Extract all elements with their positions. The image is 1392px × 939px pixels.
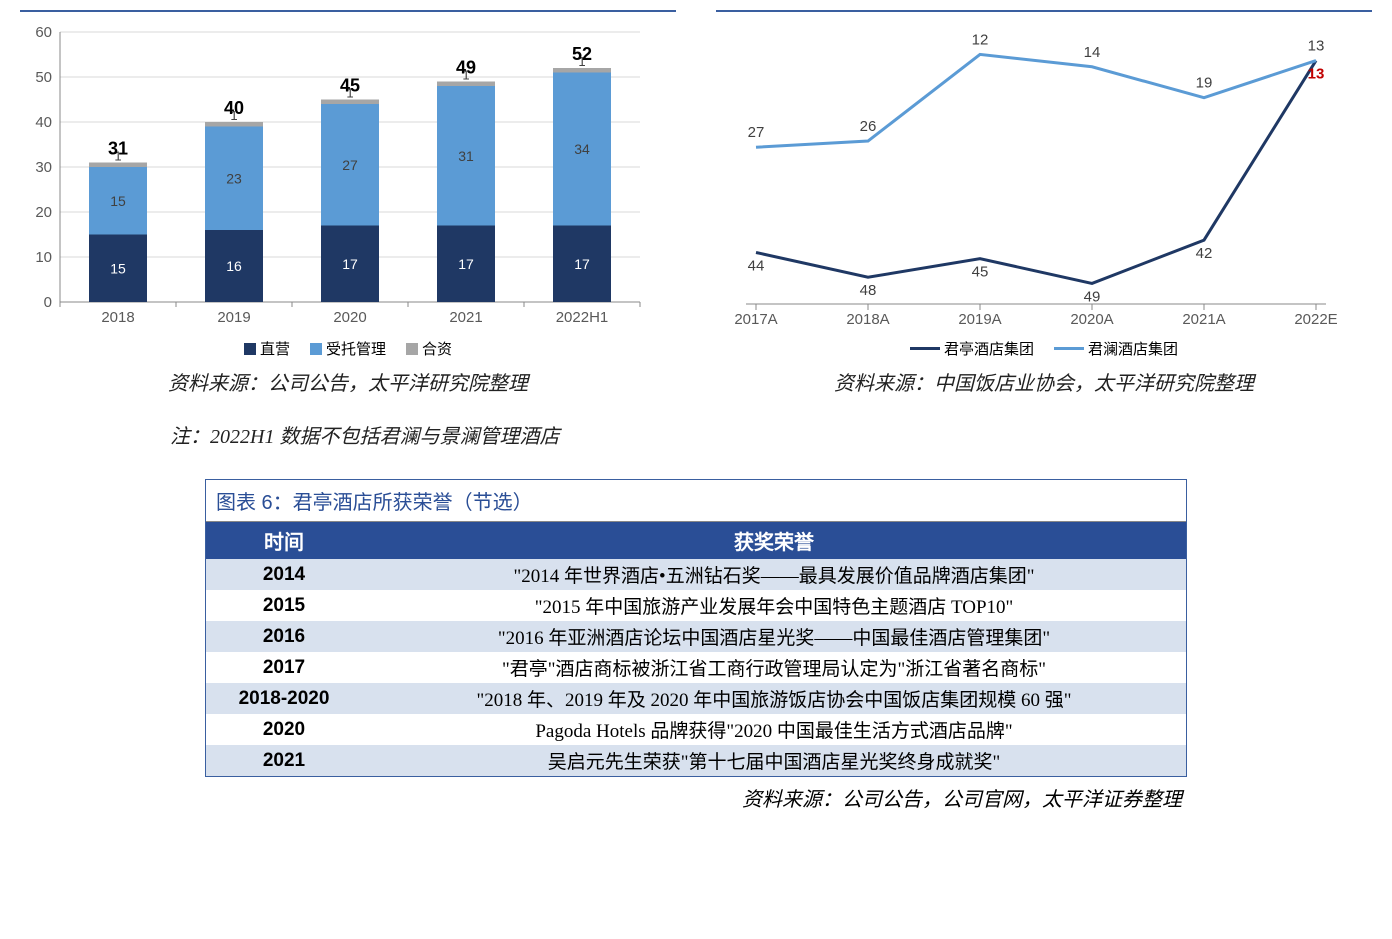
top-charts-row: 0102030405060201815151312019162314020201… bbox=[10, 10, 1382, 400]
svg-text:45: 45 bbox=[972, 264, 989, 281]
table-row: 2018-2020"2018 年、2019 年及 2020 年中国旅游饭店协会中… bbox=[206, 683, 1186, 714]
line-chart-legend: 君亭酒店集团君澜酒店集团 bbox=[716, 338, 1372, 359]
line-chart-container: 2017A 2018A 2019A 2020A 2021A 2022E 44 48 45 49 42… bbox=[716, 10, 1372, 400]
svg-text:2021: 2021 bbox=[449, 309, 482, 326]
svg-text:17: 17 bbox=[574, 256, 590, 272]
table-row: 2014"2014 年世界酒店•五洲钻石奖——最具发展价值品牌酒店集团" bbox=[206, 559, 1186, 590]
line-chart-source: 资料来源：中国饭店业协会，太平洋研究院整理 bbox=[716, 367, 1372, 396]
table-row: 2015"2015 年中国旅游产业发展年会中国特色主题酒店 TOP10" bbox=[206, 590, 1186, 621]
honors-award: "君亭"酒店商标被浙江省工商行政管理局认定为"浙江省著名商标" bbox=[362, 652, 1186, 683]
svg-text:2018: 2018 bbox=[101, 309, 134, 326]
honors-table-container: 图表 6：君亭酒店所获荣誉（节选） 时间 获奖荣誉 2014"2014 年世界酒… bbox=[205, 479, 1187, 777]
svg-text:44: 44 bbox=[748, 257, 765, 274]
honors-year: 2018-2020 bbox=[206, 683, 362, 714]
honors-table-title: 图表 6：君亭酒店所获荣誉（节选） bbox=[206, 480, 1186, 522]
svg-text:2020A: 2020A bbox=[1070, 311, 1113, 328]
svg-text:13: 13 bbox=[1308, 66, 1325, 83]
honors-award: 吴启元先生荣获"第十七届中国酒店星光奖终身成就奖" bbox=[362, 745, 1186, 776]
bar-chart-container: 0102030405060201815151312019162314020201… bbox=[20, 10, 676, 400]
svg-text:2018A: 2018A bbox=[846, 311, 889, 328]
svg-text:48: 48 bbox=[860, 282, 877, 299]
svg-text:16: 16 bbox=[226, 258, 242, 274]
svg-text:60: 60 bbox=[35, 24, 52, 41]
bar-chart-legend: 直营受托管理合资 bbox=[20, 338, 676, 359]
svg-text:27: 27 bbox=[342, 157, 358, 173]
legend-item: 直营 bbox=[244, 338, 290, 359]
svg-text:52: 52 bbox=[572, 44, 592, 64]
honors-award: "2015 年中国旅游产业发展年会中国特色主题酒店 TOP10" bbox=[362, 590, 1186, 621]
svg-text:14: 14 bbox=[1084, 44, 1101, 61]
legend-item: 受托管理 bbox=[310, 338, 386, 359]
svg-text:12: 12 bbox=[972, 31, 989, 48]
svg-text:31: 31 bbox=[108, 139, 128, 159]
line-chart-svg: 2017A 2018A 2019A 2020A 2021A 2022E 44 48 45 49 42… bbox=[716, 12, 1356, 332]
table-row: 2020Pagoda Hotels 品牌获得"2020 中国最佳生活方式酒店品牌… bbox=[206, 714, 1186, 745]
bar-chart-source: 资料来源：公司公告，太平洋研究院整理 bbox=[20, 367, 676, 396]
svg-text:49: 49 bbox=[456, 58, 476, 78]
honors-award: Pagoda Hotels 品牌获得"2020 中国最佳生活方式酒店品牌" bbox=[362, 714, 1186, 745]
honors-year: 2021 bbox=[206, 745, 362, 776]
bar-chart-note: 注：2022H1 数据不包括君澜与景澜管理酒店 bbox=[10, 420, 1382, 449]
svg-text:13: 13 bbox=[1308, 38, 1325, 55]
svg-text:31: 31 bbox=[458, 148, 474, 164]
svg-text:15: 15 bbox=[110, 260, 126, 276]
svg-text:27: 27 bbox=[748, 124, 765, 141]
svg-text:10: 10 bbox=[35, 249, 52, 266]
svg-text:17: 17 bbox=[458, 256, 474, 272]
honors-award: "2016 年亚洲酒店论坛中国酒店星光奖——中国最佳酒店管理集团" bbox=[362, 621, 1186, 652]
svg-text:45: 45 bbox=[340, 76, 360, 96]
svg-text:0: 0 bbox=[44, 294, 52, 311]
svg-text:2017A: 2017A bbox=[734, 311, 777, 328]
honors-award: "2014 年世界酒店•五洲钻石奖——最具发展价值品牌酒店集团" bbox=[362, 559, 1186, 590]
honors-year: 2016 bbox=[206, 621, 362, 652]
svg-text:42: 42 bbox=[1196, 245, 1213, 262]
legend-item: 合资 bbox=[406, 338, 452, 359]
table-row: 2021吴启元先生荣获"第十七届中国酒店星光奖终身成就奖" bbox=[206, 745, 1186, 776]
honors-table: 时间 获奖荣誉 2014"2014 年世界酒店•五洲钻石奖——最具发展价值品牌酒… bbox=[206, 522, 1186, 776]
honors-year: 2014 bbox=[206, 559, 362, 590]
svg-text:20: 20 bbox=[35, 204, 52, 221]
honors-col-award: 获奖荣誉 bbox=[362, 522, 1186, 559]
svg-text:2022H1: 2022H1 bbox=[556, 309, 609, 326]
legend-item: 君亭酒店集团 bbox=[910, 338, 1034, 359]
svg-text:30: 30 bbox=[35, 159, 52, 176]
svg-text:34: 34 bbox=[574, 141, 590, 157]
svg-text:23: 23 bbox=[226, 170, 242, 186]
svg-text:49: 49 bbox=[1084, 288, 1101, 305]
honors-year: 2015 bbox=[206, 590, 362, 621]
svg-text:2019: 2019 bbox=[217, 309, 250, 326]
svg-text:40: 40 bbox=[224, 98, 244, 118]
svg-text:17: 17 bbox=[342, 256, 358, 272]
svg-text:50: 50 bbox=[35, 69, 52, 86]
svg-text:2021A: 2021A bbox=[1182, 311, 1225, 328]
svg-text:2022E: 2022E bbox=[1294, 311, 1337, 328]
svg-text:2019A: 2019A bbox=[958, 311, 1001, 328]
svg-text:19: 19 bbox=[1196, 75, 1213, 92]
table-row: 2017"君亭"酒店商标被浙江省工商行政管理局认定为"浙江省著名商标" bbox=[206, 652, 1186, 683]
svg-text:15: 15 bbox=[110, 193, 126, 209]
legend-item: 君澜酒店集团 bbox=[1054, 338, 1178, 359]
bar-chart-svg: 0102030405060201815151312019162314020201… bbox=[20, 12, 660, 332]
honors-year: 2020 bbox=[206, 714, 362, 745]
honors-award: "2018 年、2019 年及 2020 年中国旅游饭店协会中国饭店集团规模 6… bbox=[362, 683, 1186, 714]
svg-text:26: 26 bbox=[860, 118, 877, 135]
honors-year: 2017 bbox=[206, 652, 362, 683]
honors-col-time: 时间 bbox=[206, 522, 362, 559]
table-row: 2016"2016 年亚洲酒店论坛中国酒店星光奖——中国最佳酒店管理集团" bbox=[206, 621, 1186, 652]
honors-table-source: 资料来源：公司公告，公司官网，太平洋证券整理 bbox=[10, 783, 1182, 812]
svg-text:40: 40 bbox=[35, 114, 52, 131]
svg-text:2020: 2020 bbox=[333, 309, 366, 326]
